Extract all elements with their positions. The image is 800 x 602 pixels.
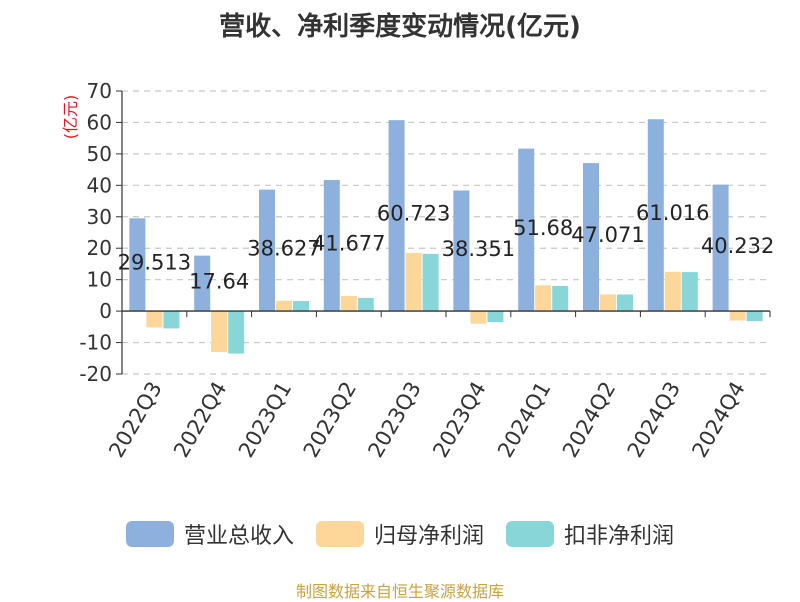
bar-0-2023Q3 <box>388 120 405 312</box>
legend-label: 营业总收入 <box>183 524 294 549</box>
y-tick-label: 20 <box>87 236 112 260</box>
y-tick-label: 70 <box>87 79 112 103</box>
bar-2-2023Q3 <box>422 253 439 312</box>
bar-1-2023Q2 <box>340 296 357 312</box>
data-label: 40.232 <box>701 234 774 258</box>
bar-1-2022Q4 <box>211 311 228 352</box>
chart-title: 营收、净利季度变动情况(亿元) <box>219 12 581 42</box>
bar-0-2024Q3 <box>647 119 664 312</box>
legend-label: 归母净利润 <box>373 524 484 549</box>
bar-0-2023Q1 <box>259 189 275 312</box>
x-tick-label: 2024Q1 <box>493 378 555 462</box>
y-tick-label: -20 <box>79 362 112 386</box>
bar-1-2024Q3 <box>664 271 681 312</box>
data-label: 41.677 <box>312 232 385 256</box>
bar-1-2024Q4 <box>729 311 746 321</box>
x-tick-label: 2023Q2 <box>299 378 361 462</box>
data-label: 38.351 <box>442 237 515 261</box>
data-label: 47.071 <box>571 223 644 247</box>
legend: 营业总收入 归母净利润 扣非净利润 <box>0 518 800 550</box>
bar-1-2023Q1 <box>276 300 292 312</box>
data-label: 60.723 <box>377 202 450 226</box>
y-tick-label: 60 <box>87 110 112 134</box>
legend-item-1[interactable]: 归母净利润 <box>315 518 484 550</box>
x-tick-label: 2024Q3 <box>623 378 685 462</box>
bar-0-2024Q1 <box>518 148 535 312</box>
legend-swatch <box>506 521 554 547</box>
bar-2-2022Q4 <box>228 311 245 354</box>
legend-swatch <box>315 521 364 547</box>
y-tick-label: 50 <box>87 142 112 166</box>
bar-2-2023Q2 <box>357 297 374 312</box>
bar-0-2023Q2 <box>323 180 340 312</box>
bar-2-2024Q4 <box>746 311 763 322</box>
source-note: 制图数据来自恒生聚源数据库 <box>295 582 504 601</box>
bar-0-2022Q3 <box>129 218 146 312</box>
bar-1-2024Q2 <box>600 294 616 312</box>
bar-0-2024Q2 <box>583 163 599 312</box>
bar-0-2022Q4 <box>194 255 211 312</box>
bars <box>129 119 763 354</box>
bar-1-2023Q3 <box>405 252 422 312</box>
bar-0-2023Q4 <box>453 190 470 312</box>
y-tick-label: 30 <box>87 205 112 229</box>
bar-2-2024Q1 <box>552 285 569 312</box>
bar-1-2023Q4 <box>470 311 487 324</box>
bar-2-2024Q3 <box>681 272 698 312</box>
bar-2-2023Q4 <box>487 311 504 323</box>
legend-label: 扣非净利润 <box>564 524 675 549</box>
bar-0-2024Q4 <box>712 184 729 312</box>
y-tick-label: 10 <box>87 268 112 292</box>
x-tick-label: 2023Q1 <box>234 378 296 462</box>
data-label: 61.016 <box>636 201 709 225</box>
bar-2-2024Q2 <box>617 294 633 312</box>
x-tick-label: 2024Q4 <box>687 378 749 462</box>
data-label: 51.68 <box>513 216 573 240</box>
bar-2-2022Q3 <box>163 311 180 329</box>
data-label: 29.513 <box>118 251 191 275</box>
bar-1-2022Q3 <box>146 311 163 328</box>
legend-item-2[interactable]: 扣非净利润 <box>506 518 674 550</box>
legend-item-0[interactable]: 营业总收入 <box>125 518 294 550</box>
y-tick-label: 40 <box>87 173 112 197</box>
x-tick-label: 2022Q3 <box>104 378 166 462</box>
x-tick-label: 2023Q4 <box>428 378 490 462</box>
x-tick-label: 2024Q2 <box>558 378 620 462</box>
data-label: 17.64 <box>189 269 249 293</box>
x-tick-label: 2023Q3 <box>363 378 425 462</box>
y-tick-label: -10 <box>79 331 112 355</box>
data-label: 38.627 <box>247 236 320 260</box>
y-tick-label: 0 <box>99 299 112 323</box>
bar-1-2024Q1 <box>535 285 552 312</box>
x-tick-label: 2022Q4 <box>169 378 231 462</box>
bar-2-2023Q1 <box>293 301 309 312</box>
legend-swatch <box>125 521 174 547</box>
y-axis-label: (亿元) <box>61 95 80 140</box>
